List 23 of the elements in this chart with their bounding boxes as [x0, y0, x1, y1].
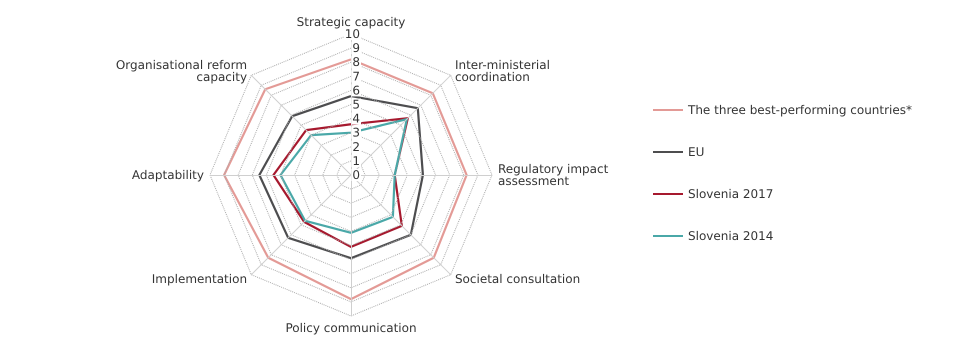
- spoke-label: Implementation: [152, 272, 248, 286]
- spoke-label: Regulatory impact assessment: [498, 162, 609, 188]
- legend-label: The three best-performing countries*: [687, 103, 912, 117]
- y-tick-label: 5: [352, 98, 360, 112]
- spoke-label: Strategic capacity: [296, 15, 406, 29]
- spoke-label: Policy communication: [285, 321, 417, 335]
- y-tick-label: 2: [352, 140, 360, 154]
- y-tick-label: 4: [352, 112, 360, 126]
- y-tick-label: 9: [352, 41, 360, 56]
- spoke-label: Inter-ministerial coordination: [454, 58, 550, 84]
- y-tick-label: 1: [352, 154, 360, 168]
- y-tick-label: 0: [352, 168, 360, 182]
- y-tick-label: 8: [352, 55, 360, 70]
- y-tick-label: 6: [352, 83, 360, 98]
- spoke-label: Adaptability: [132, 168, 204, 182]
- y-tick-label: 10: [344, 27, 360, 41]
- legend-label: Slovenia 2017: [688, 187, 774, 201]
- legend-label: EU: [688, 145, 704, 159]
- y-tick-label: 7: [352, 69, 360, 84]
- spoke-label: Organisational reform capacity: [116, 58, 248, 84]
- spoke-label: Societal consultation: [454, 272, 580, 286]
- legend-label: Slovenia 2014: [688, 229, 774, 243]
- y-tick-label: 3: [352, 126, 360, 140]
